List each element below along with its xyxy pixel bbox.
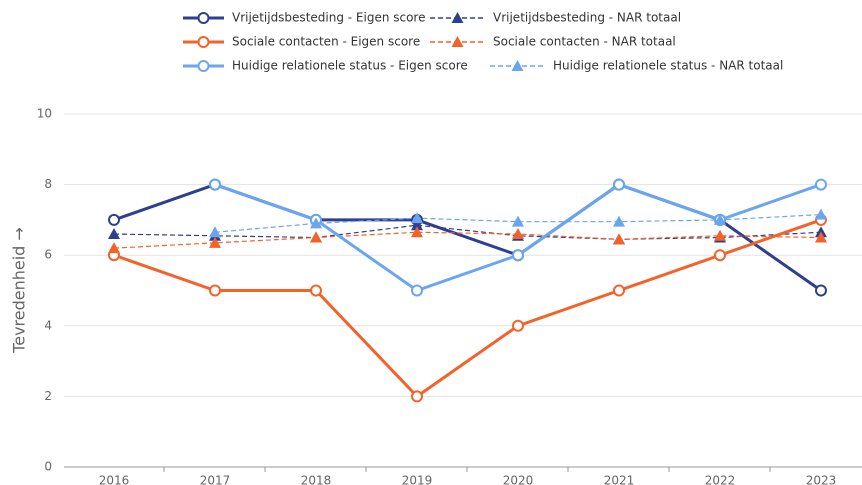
legend-marker — [451, 12, 464, 23]
data-point — [815, 284, 827, 297]
data-point — [209, 284, 221, 297]
x-tick-label: 2021 — [604, 474, 635, 485]
data-point — [613, 284, 625, 297]
legend-label: Vrijetijdsbesteding - NAR totaal — [493, 11, 681, 25]
data-point — [310, 284, 322, 297]
legend-marker — [511, 60, 524, 71]
data-point — [411, 390, 423, 403]
legend-label: Huidige relationele status - NAR totaal — [553, 59, 783, 73]
y-tick-label: 2 — [44, 389, 52, 403]
y-tick-label: 10 — [37, 107, 52, 121]
data-point — [310, 231, 322, 243]
x-tick-label: 2018 — [301, 474, 332, 485]
legend-marker — [197, 36, 210, 48]
data-point — [108, 228, 120, 240]
nar-line — [113, 231, 822, 249]
data-point — [714, 249, 726, 262]
legend-marker — [197, 12, 210, 24]
score-line — [113, 218, 822, 399]
y-axis-label: Tevredenheid → — [10, 227, 29, 354]
data-point — [411, 219, 423, 231]
data-point — [411, 212, 423, 224]
data-point — [108, 213, 120, 226]
x-tick-label: 2019 — [402, 474, 433, 485]
legend-label: Huidige relationele status - Eigen score — [232, 59, 468, 73]
data-point — [815, 178, 827, 191]
x-tick-label: 2023 — [806, 474, 837, 485]
y-tick-label: 6 — [44, 248, 52, 262]
y-tick-label: 0 — [44, 460, 52, 474]
legend-label: Vrijetijdsbesteding - Eigen score — [232, 11, 426, 25]
x-tick-label: 2017 — [200, 474, 231, 485]
data-point — [512, 228, 524, 240]
x-tick-label: 2016 — [99, 474, 130, 485]
data-point — [815, 208, 827, 220]
nar-line — [113, 224, 822, 240]
data-point — [512, 249, 524, 262]
data-point — [613, 233, 625, 245]
data-point — [411, 226, 423, 238]
x-tick-label: 2020 — [503, 474, 534, 485]
y-tick-label: 4 — [44, 318, 52, 332]
legend-marker — [197, 60, 210, 72]
data-point — [512, 215, 524, 227]
x-tick-label: 2022 — [705, 474, 736, 485]
data-point — [714, 229, 726, 241]
data-point — [815, 231, 827, 243]
data-point — [209, 226, 221, 238]
data-point — [512, 319, 524, 332]
data-point — [613, 215, 625, 227]
legend-label: Sociale contacten - Eigen score — [232, 35, 420, 49]
data-point — [613, 178, 625, 191]
data-point — [411, 284, 423, 297]
y-tick-label: 8 — [44, 177, 52, 191]
data-point — [209, 178, 221, 191]
data-point — [310, 217, 322, 229]
legend-label: Sociale contacten - NAR totaal — [493, 35, 676, 49]
data-point — [108, 242, 120, 254]
data-point — [714, 213, 726, 225]
legend-marker — [451, 36, 464, 47]
data-point — [209, 236, 221, 248]
